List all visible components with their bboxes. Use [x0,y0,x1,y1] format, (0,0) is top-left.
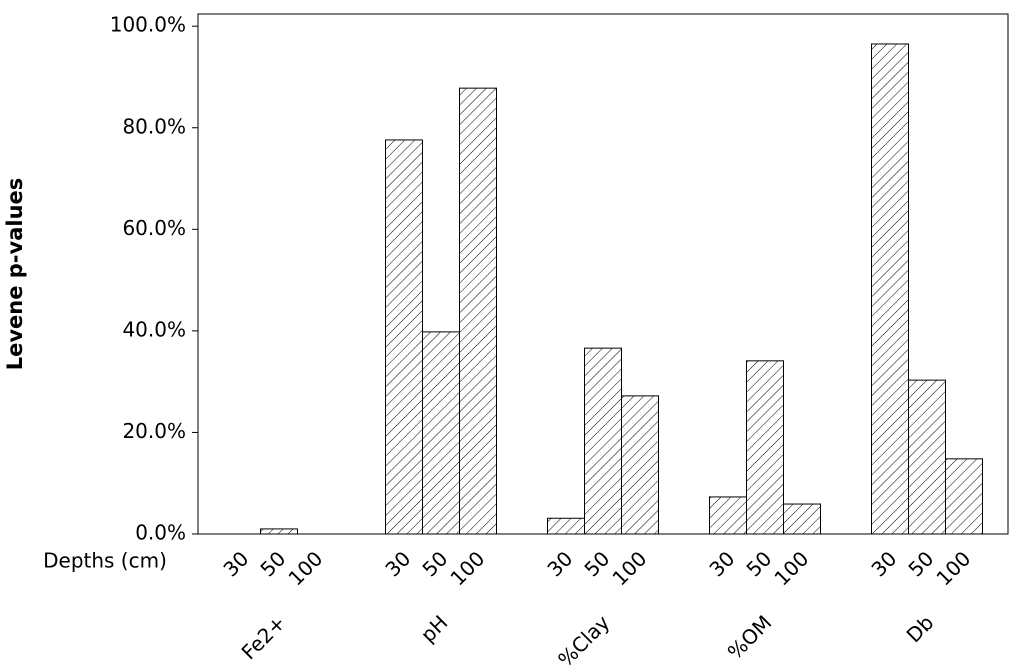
bar [783,503,821,535]
bar [385,139,423,535]
bar [621,395,659,535]
x-sublabel: 100 [445,546,489,590]
bar [908,379,946,535]
bar [746,360,784,535]
x-sublabel: 30 [218,546,253,581]
x-sublabel: 30 [380,546,415,581]
y-tick-label: 40.0% [122,317,186,341]
y-tick-label: 100.0% [110,13,186,37]
x-tick-label: %OM [723,610,777,664]
x-sublabel: 100 [607,546,651,590]
bar [422,331,460,535]
x-sublabel: 30 [542,546,577,581]
y-tick-label: 80.0% [122,114,186,138]
bar [584,347,622,535]
y-tick-label: 20.0% [122,419,186,443]
x-tick-label: Db [902,610,939,647]
x-sublabel: 30 [704,546,739,581]
bar [459,87,497,535]
bar [260,528,298,535]
bar [709,496,747,535]
bar [945,458,983,535]
x-sublabel: 100 [283,546,327,590]
y-axis-title: Levene p-values [3,178,27,371]
x-sublabel: 100 [931,546,975,590]
x-tick-label: pH [416,610,453,647]
bar [871,43,909,535]
x-tick-label: %Clay [553,610,614,669]
x-sublabel: 30 [866,546,901,581]
x-sublabel-title: Depths (cm) [43,549,167,573]
x-tick-label: Fe2+ [237,610,291,664]
x-sublabel: 100 [769,546,813,590]
y-tick-label: 0.0% [135,521,186,545]
y-tick-label: 60.0% [122,216,186,240]
bar [547,517,585,535]
